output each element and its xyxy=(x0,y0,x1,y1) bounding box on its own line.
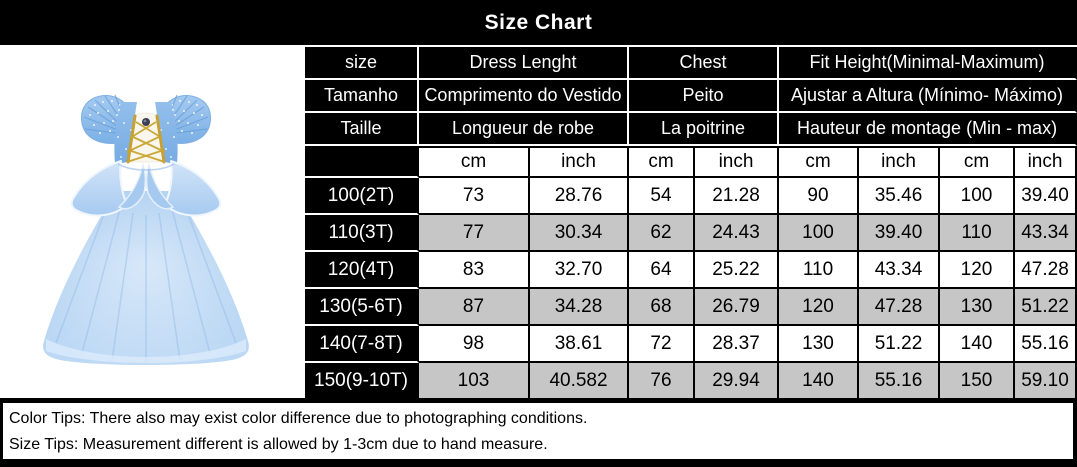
size-cell: 150(9-10T) xyxy=(305,363,419,400)
table-cell: 21.28 xyxy=(695,178,779,215)
table-cell: 35.46 xyxy=(859,178,940,215)
size-tips-text: Size Tips: Measurement different is allo… xyxy=(9,435,548,453)
table-row: 110(3T) 77 30.34 62 24.43 100 39.40 110 … xyxy=(305,215,1077,252)
size-cell: 120(4T) xyxy=(305,252,419,289)
main-area: size Dress Lenght Chest Fit Height(Minim… xyxy=(0,45,1077,400)
table-cell: 140 xyxy=(940,326,1015,363)
size-table-wrap: size Dress Lenght Chest Fit Height(Minim… xyxy=(305,45,1077,400)
table-cell: 130 xyxy=(779,326,859,363)
table-cell: 43.34 xyxy=(1015,215,1077,252)
table-cell: 43.34 xyxy=(859,252,940,289)
table-cell: 110 xyxy=(940,215,1015,252)
header-dress-length-pt: Comprimento do Vestido xyxy=(419,80,629,113)
table-cell: 98 xyxy=(419,326,530,363)
header-fit-height-en: Fit Height(Minimal-Maximum) xyxy=(779,47,1077,80)
table-cell: 29.94 xyxy=(695,363,779,400)
table-cell: 55.16 xyxy=(859,363,940,400)
header-dress-length-fr: Longueur de robe xyxy=(419,113,629,146)
header-chest-pt: Peito xyxy=(629,80,779,113)
table-cell: 140 xyxy=(779,363,859,400)
table-cell: 87 xyxy=(419,289,530,326)
brooch-icon xyxy=(142,118,150,126)
table-cell: 40.582 xyxy=(530,363,629,400)
unit-cell: cm xyxy=(940,146,1015,178)
table-cell: 90 xyxy=(779,178,859,215)
table-cell: 77 xyxy=(419,215,530,252)
unit-cell: cm xyxy=(779,146,859,178)
dress-photo xyxy=(0,45,305,398)
size-table: size Dress Lenght Chest Fit Height(Minim… xyxy=(305,45,1077,400)
table-cell: 64 xyxy=(629,252,695,289)
header-fit-height-pt: Ajustar a Altura (Mínimo- Máximo) xyxy=(779,80,1077,113)
header-fit-height-fr: Hauteur de montage (Min - max) xyxy=(779,113,1077,146)
table-cell: 26.79 xyxy=(695,289,779,326)
table-cell: 24.43 xyxy=(695,215,779,252)
table-cell: 150 xyxy=(940,363,1015,400)
table-cell: 73 xyxy=(419,178,530,215)
table-cell: 110 xyxy=(779,252,859,289)
unit-cell: inch xyxy=(1015,146,1077,178)
unit-cell: inch xyxy=(530,146,629,178)
header-row-pt: Tamanho Comprimento do Vestido Peito Aju… xyxy=(305,80,1077,113)
table-cell: 55.16 xyxy=(1015,326,1077,363)
table-cell: 25.22 xyxy=(695,252,779,289)
title-bar: Size Chart xyxy=(0,0,1077,45)
header-row-en: size Dress Lenght Chest Fit Height(Minim… xyxy=(305,47,1077,80)
color-tips-text: Color Tips: There also may exist color d… xyxy=(9,409,588,427)
table-cell: 28.76 xyxy=(530,178,629,215)
table-cell: 120 xyxy=(940,252,1015,289)
header-dress-length-en: Dress Lenght xyxy=(419,47,629,80)
size-cell: 140(7-8T) xyxy=(305,326,419,363)
table-row: 100(2T) 73 28.76 54 21.28 90 35.46 100 3… xyxy=(305,178,1077,215)
header-size-en: size xyxy=(305,47,419,80)
table-cell: 103 xyxy=(419,363,530,400)
tips-box: Color Tips: There also may exist color d… xyxy=(0,398,1077,467)
table-cell: 39.40 xyxy=(1015,178,1077,215)
unit-row: cm inch cm inch cm inch cm inch xyxy=(305,146,1077,178)
table-cell: 39.40 xyxy=(859,215,940,252)
header-chest-fr: La poitrine xyxy=(629,113,779,146)
table-cell: 130 xyxy=(940,289,1015,326)
table-cell: 47.28 xyxy=(1015,252,1077,289)
table-cell: 76 xyxy=(629,363,695,400)
table-cell: 38.61 xyxy=(530,326,629,363)
dress-image xyxy=(43,94,249,365)
table-cell: 72 xyxy=(629,326,695,363)
table-cell: 100 xyxy=(779,215,859,252)
table-cell: 28.37 xyxy=(695,326,779,363)
unit-cell: inch xyxy=(695,146,779,178)
table-row: 150(9-10T) 103 40.582 76 29.94 140 55.16… xyxy=(305,363,1077,400)
table-cell: 47.28 xyxy=(859,289,940,326)
empty-cell xyxy=(305,146,419,178)
table-cell: 100 xyxy=(940,178,1015,215)
table-cell: 32.70 xyxy=(530,252,629,289)
size-cell: 110(3T) xyxy=(305,215,419,252)
table-cell: 59.10 xyxy=(1015,363,1077,400)
table-cell: 34.28 xyxy=(530,289,629,326)
unit-cell: cm xyxy=(629,146,695,178)
header-row-fr: Taille Longueur de robe La poitrine Haut… xyxy=(305,113,1077,146)
table-cell: 51.22 xyxy=(859,326,940,363)
table-row: 140(7-8T) 98 38.61 72 28.37 130 51.22 14… xyxy=(305,326,1077,363)
table-row: 130(5-6T) 87 34.28 68 26.79 120 47.28 13… xyxy=(305,289,1077,326)
unit-cell: cm xyxy=(419,146,530,178)
page-title: Size Chart xyxy=(484,10,593,34)
size-cell: 130(5-6T) xyxy=(305,289,419,326)
table-cell: 30.34 xyxy=(530,215,629,252)
table-cell: 83 xyxy=(419,252,530,289)
size-cell: 100(2T) xyxy=(305,178,419,215)
table-cell: 62 xyxy=(629,215,695,252)
table-cell: 120 xyxy=(779,289,859,326)
header-size-fr: Taille xyxy=(305,113,419,146)
table-row: 120(4T) 83 32.70 64 25.22 110 43.34 120 … xyxy=(305,252,1077,289)
table-cell: 51.22 xyxy=(1015,289,1077,326)
header-chest-en: Chest xyxy=(629,47,779,80)
header-size-pt: Tamanho xyxy=(305,80,419,113)
unit-cell: inch xyxy=(859,146,940,178)
table-cell: 68 xyxy=(629,289,695,326)
table-cell: 54 xyxy=(629,178,695,215)
